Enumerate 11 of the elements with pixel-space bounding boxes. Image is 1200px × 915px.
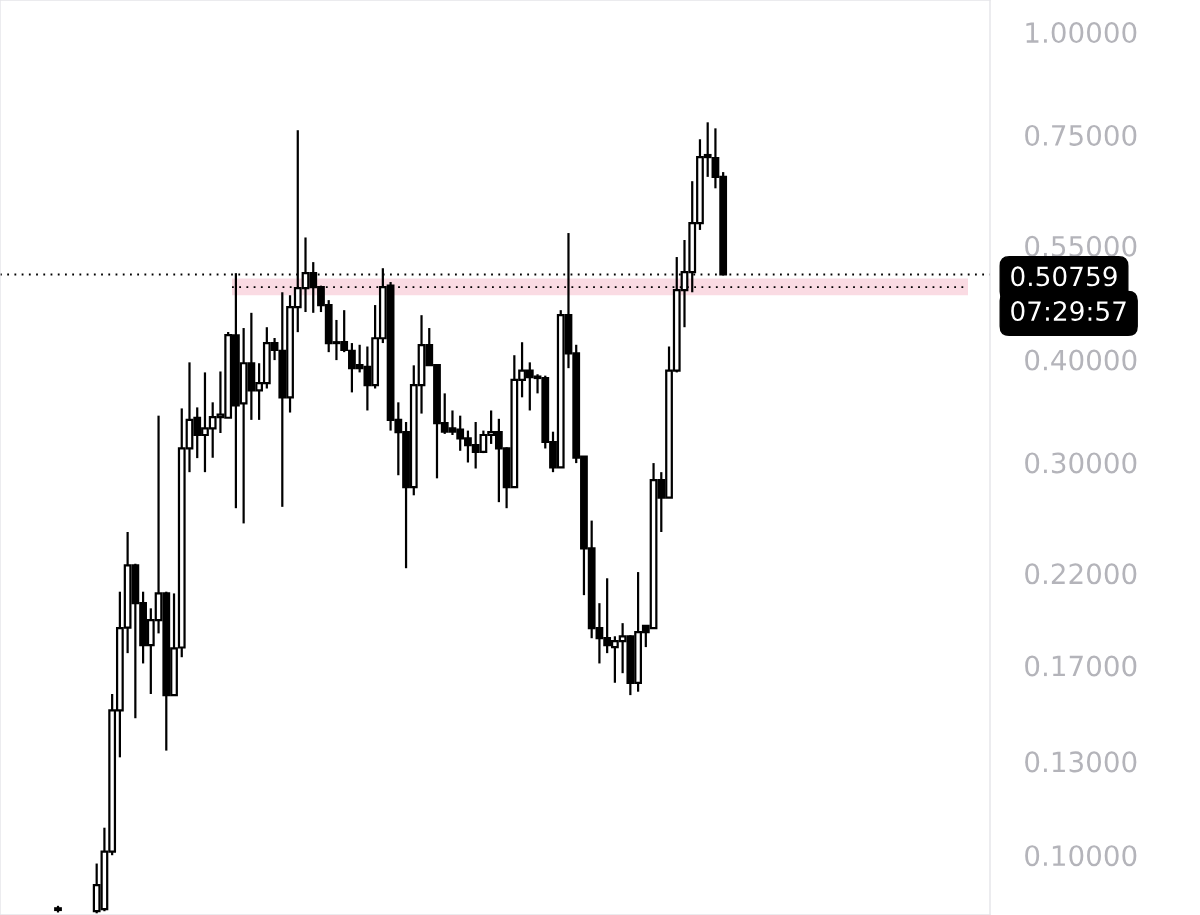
text: 07:29:57 — [1011, 301, 1126, 322]
y-tick-label: 0.13000 — [1025, 751, 1137, 773]
y-tick-label: 0.22000 — [1025, 563, 1137, 585]
y-tick-label: 0.75000 — [1025, 124, 1137, 146]
y-tick-label: 0.30000 — [1025, 452, 1137, 474]
y-tick-label: 1.00000 — [1026, 22, 1137, 44]
y-tick-label: 0.17000 — [1025, 655, 1137, 677]
y-tick-label: 0.55000 — [1025, 235, 1137, 257]
y-tick-label: 0.10000 — [1025, 845, 1137, 867]
ref-line-label: 0.50759 — [1011, 266, 1117, 287]
y-tick-label: 0.40000 — [1025, 349, 1137, 371]
